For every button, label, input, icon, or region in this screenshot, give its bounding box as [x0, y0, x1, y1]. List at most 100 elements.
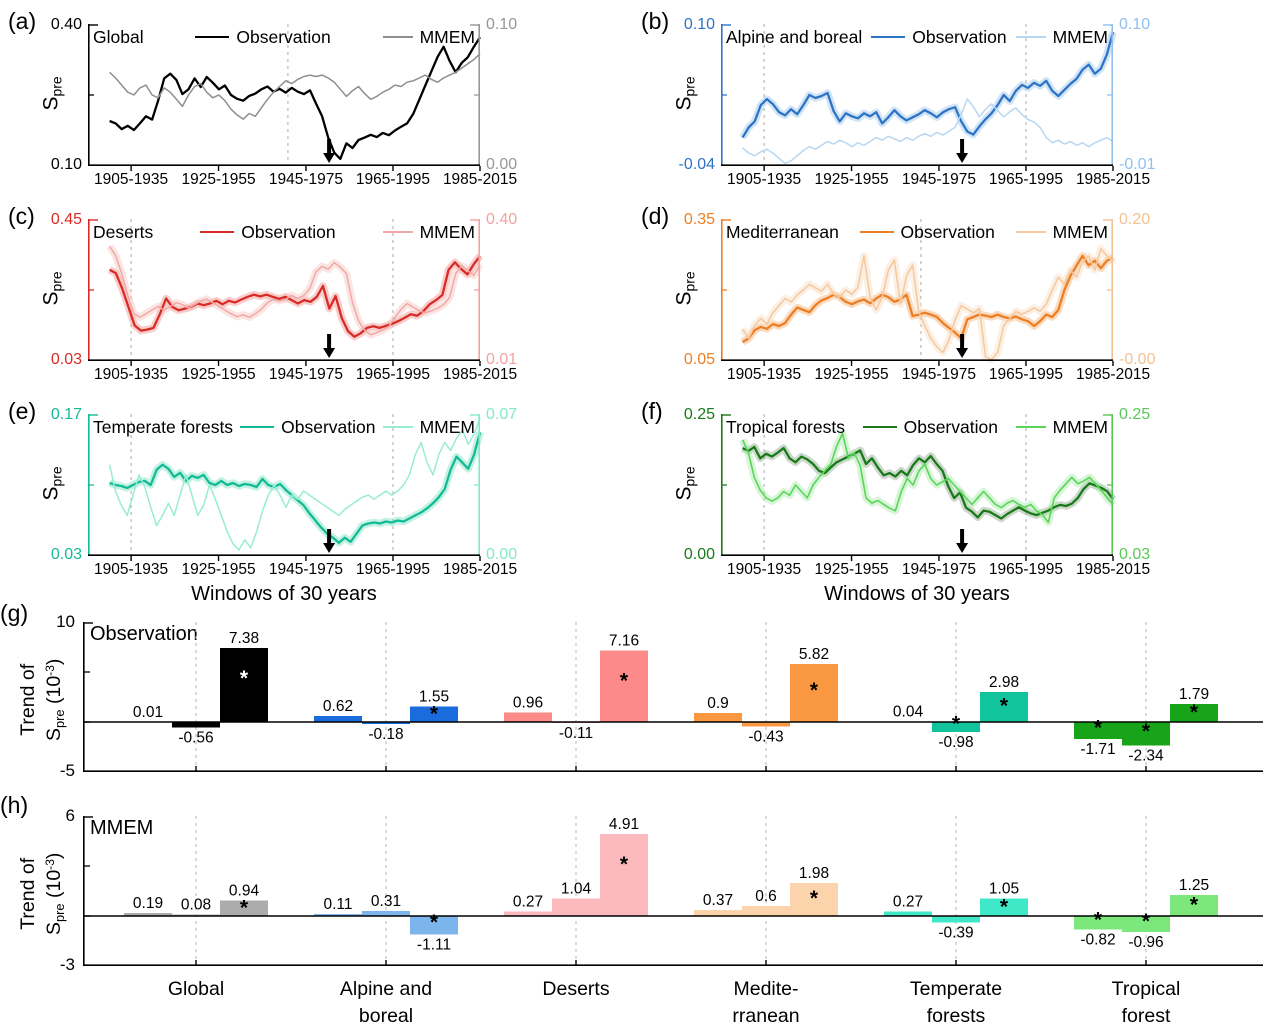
x-tick-label: 1925-1955	[814, 366, 889, 383]
panel-letter: (h)	[0, 792, 29, 818]
category-label: Tropical forest	[1056, 976, 1236, 1030]
panel-letter: (f)	[641, 398, 663, 424]
x-tick-label: 1985-2015	[1075, 366, 1151, 383]
bar-value-label: 0.04	[893, 704, 924, 721]
significance-star: *	[430, 702, 439, 725]
left-axis-max-label: 0.25	[683, 406, 715, 423]
panel-letter: (g)	[0, 600, 29, 626]
observation-line	[109, 36, 481, 161]
region-title: Global	[93, 26, 144, 47]
bar-deserts	[504, 712, 552, 722]
x-tick-label: 1925-1955	[181, 561, 256, 578]
significance-star: *	[1190, 701, 1199, 724]
bar-alpine-and-boreal	[410, 916, 458, 935]
legend-label-mmem: MMEM	[419, 416, 475, 437]
y-axis-title-text: S	[39, 486, 63, 501]
left-axis-max-label: 0.45	[50, 211, 82, 228]
y-axis-title-text: S	[39, 291, 63, 306]
bar-value-label: -0.11	[559, 725, 593, 742]
left-axis-max-label: 0.35	[683, 211, 715, 228]
x-tick-label: 1905-1935	[94, 366, 169, 383]
bar-deserts	[504, 911, 552, 916]
panel-temperate-line: (e) 0.17 0.03 0.07 0.00 Spre Temperate forests…	[8, 398, 632, 605]
y-axis-title: Spre	[673, 63, 698, 123]
legend: Alpine and boreal Observation MMEM	[726, 26, 1108, 48]
panel-letter: (e)	[8, 398, 37, 424]
left-axis-min-label: 0.05	[683, 351, 715, 368]
bar-value-label: 0.62	[323, 698, 353, 715]
bar-value-label: 0.11	[323, 896, 352, 913]
legend-label-mmem: MMEM	[419, 221, 475, 242]
y-axis-title: Spre	[673, 258, 698, 318]
plot-area	[721, 24, 1117, 171]
plot-area	[88, 414, 484, 561]
left-axis-max-label: 0.10	[683, 16, 715, 33]
bar-temperate-forests	[884, 911, 932, 916]
y-title-sub: pre	[51, 709, 67, 729]
mmem-line-swatch	[382, 36, 413, 38]
x-tick-label: 1965-1995	[355, 366, 431, 383]
bar-value-label: 7.16	[609, 632, 639, 649]
plot-area	[88, 219, 484, 366]
observation-line-swatch	[195, 35, 230, 39]
region-title: Alpine and boreal	[726, 26, 863, 47]
y-title-close: )	[43, 658, 66, 666]
legend-item-observation: Observation	[862, 417, 998, 438]
y-axis-title-sub: pre	[48, 466, 65, 487]
legend-item-observation: Observation	[240, 417, 376, 438]
mmem-line-swatch	[1015, 426, 1046, 428]
observation-line	[741, 31, 1115, 139]
x-tick-label: 1925-1955	[814, 561, 889, 578]
bar-global	[220, 648, 268, 722]
y-axis-min-label: -5	[59, 761, 75, 780]
observation-line-swatch	[240, 425, 275, 429]
bar-value-label: 0.01	[133, 704, 163, 721]
y-axis-title: Spre	[673, 453, 698, 513]
left-axis-max-label: 0.17	[50, 406, 82, 423]
y-axis-title-sub: pre	[681, 466, 698, 487]
y-axis-title-text: S	[672, 486, 696, 501]
x-tick-label: 1985-2015	[442, 366, 518, 383]
legend: Tropical forests Observation MMEM	[726, 416, 1108, 438]
bar-value-label: 0.27	[513, 894, 543, 911]
y-axis-title: Spre	[40, 453, 65, 513]
left-axis-min-label: 0.00	[683, 546, 715, 563]
x-tick-label: 1965-1995	[988, 366, 1064, 383]
legend-label-mmem: MMEM	[1052, 416, 1108, 437]
bar-value-label: 1.05	[989, 881, 1019, 898]
y-axis-title-text: S	[672, 96, 696, 111]
bar-mediterranean	[694, 713, 742, 722]
significance-arrow-head	[323, 348, 336, 358]
legend: Global Observation MMEM	[93, 26, 475, 48]
bar-value-label: -0.39	[938, 925, 973, 942]
legend-item-mmem: MMEM	[382, 27, 475, 48]
observation-line-swatch	[862, 425, 897, 429]
x-tick-label: 1945-1975	[268, 171, 343, 188]
x-tick-label: 1945-1975	[268, 561, 343, 578]
mmem-line	[742, 98, 1114, 165]
right-axis-max-label: 0.20	[1119, 211, 1151, 228]
y-axis-title-sub: pre	[681, 271, 698, 292]
category-line1: Tropical	[1111, 978, 1181, 1000]
right-axis-min-label: -0.00	[1119, 351, 1156, 368]
x-tick-label: 1985-2015	[442, 561, 518, 578]
left-axis-max-label: 0.40	[50, 16, 82, 33]
bar-value-label: 0.96	[513, 694, 543, 711]
mmem-line	[741, 432, 1114, 524]
bar-value-label: -0.98	[938, 734, 973, 751]
significance-star: *	[1142, 720, 1151, 743]
plot-area: 0.01-0.567.38*0.62-0.181.55* 0.96-0.117.1…	[83, 622, 1263, 773]
category-label: Medite-rranean	[676, 976, 856, 1030]
bar-alpine-and-boreal	[314, 715, 362, 722]
mmem-uncertainty-band	[106, 244, 484, 339]
legend-item-mmem: MMEM	[1015, 222, 1108, 243]
bar-value-label: -2.34	[1128, 747, 1164, 764]
x-tick-label: 1965-1995	[355, 561, 431, 578]
legend-label-observation: Observation	[236, 26, 331, 47]
plot-area	[721, 414, 1117, 561]
bar-value-label: 0.94	[229, 882, 260, 899]
mmem-line	[108, 245, 481, 336]
bar-temperate-forests	[932, 916, 980, 923]
bar-value-label: -1.71	[1080, 741, 1115, 758]
legend-item-observation: Observation	[859, 222, 995, 243]
